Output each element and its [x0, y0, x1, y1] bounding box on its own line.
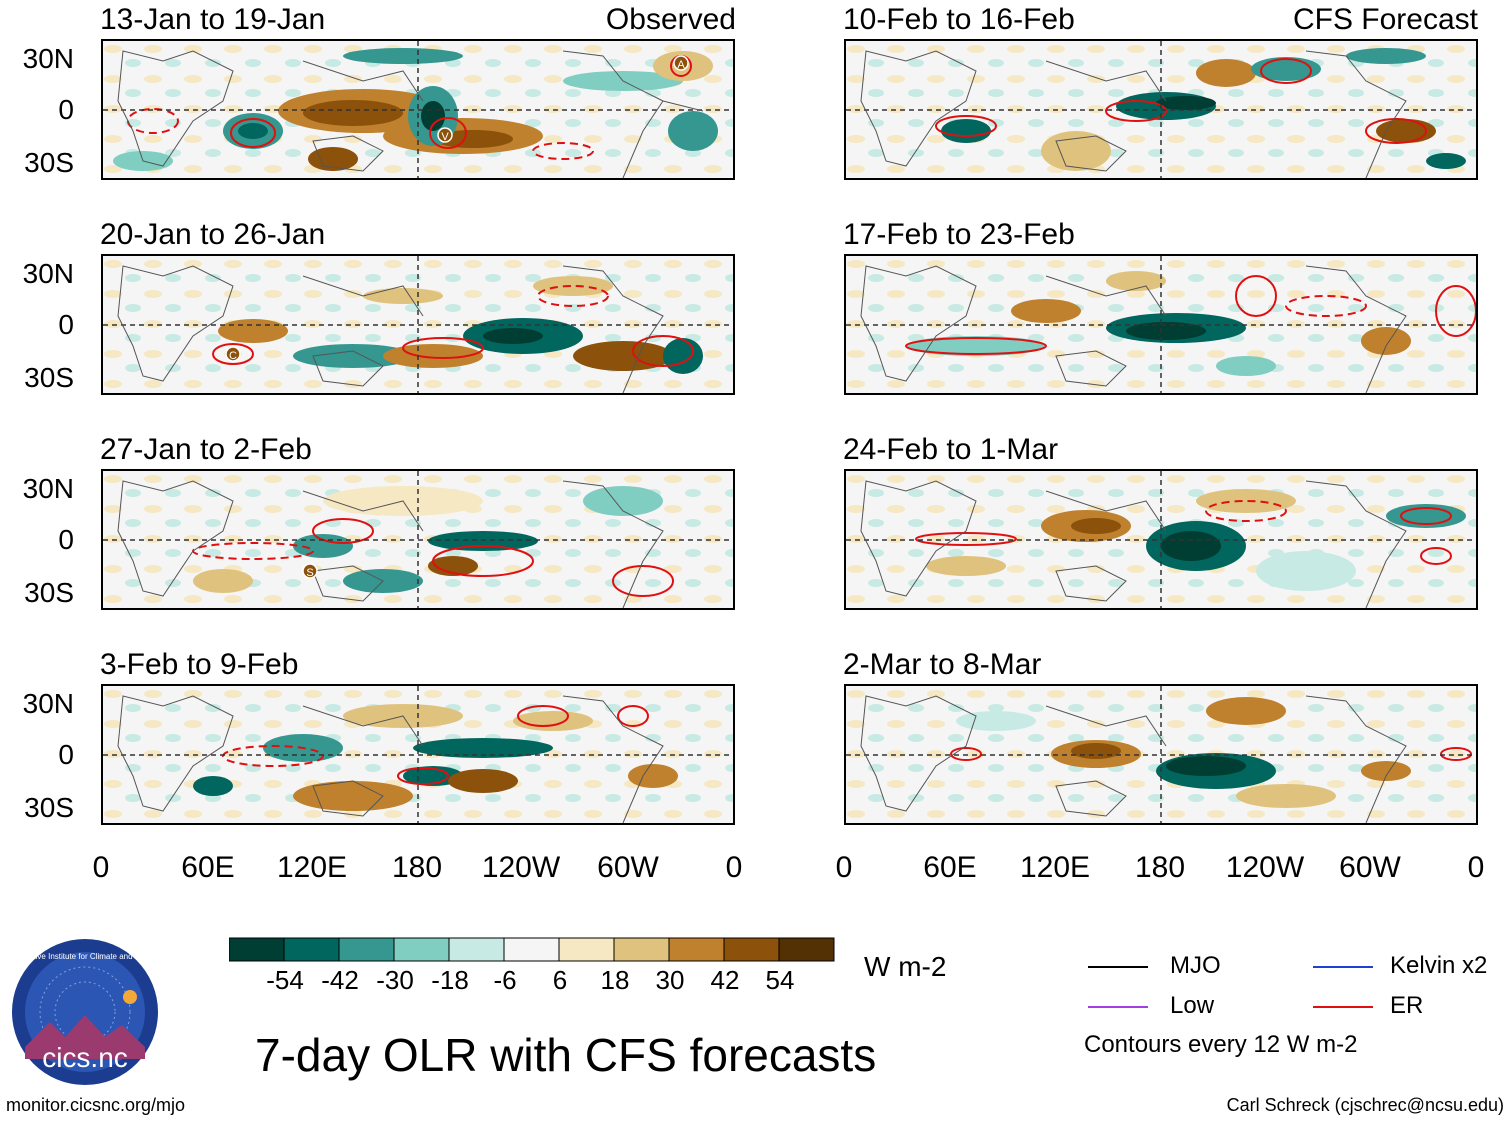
- legend-label-er: ER: [1390, 992, 1424, 1019]
- lon-tick-label: 120W: [1225, 851, 1305, 884]
- svg-text:C: C: [229, 350, 237, 362]
- olr-map-panel: C: [101, 254, 735, 395]
- olr-map-panel: [844, 254, 1478, 395]
- colorbar-tick-label: -54: [266, 965, 304, 995]
- colorbar-swatch: [558, 937, 615, 962]
- olr-map-panel: A V: [101, 39, 735, 180]
- colorbar-swatch: [613, 937, 670, 962]
- lon-tick-label: 60W: [597, 851, 659, 884]
- olr-map-panel: S: [101, 469, 735, 610]
- colorbar-tick-label: 18: [600, 965, 630, 995]
- colorbar-tick-label: 6: [552, 965, 568, 995]
- observed-label: Observed: [605, 3, 736, 36]
- panel-title: 20-Jan to 26-Jan: [100, 218, 326, 251]
- panel-title: 17-Feb to 23-Feb: [843, 218, 1075, 251]
- lon-tick-label: 0: [1467, 851, 1485, 884]
- lat-tick-label: 0: [58, 94, 74, 125]
- lon-tick-label: 60E: [181, 851, 235, 884]
- lat-tick-label: 30S: [24, 362, 74, 393]
- legend-line-low: [1088, 1006, 1148, 1008]
- panel-title: 27-Jan to 2-Feb: [100, 433, 312, 466]
- svg-text:Cooperative Institute for Clim: Cooperative Institute for Climate and Sa…: [10, 952, 160, 961]
- lat-tick-label: 30N: [22, 688, 74, 719]
- contour-note: Contours every 12 W m-2: [1084, 1031, 1358, 1058]
- lat-tick-label: 0: [58, 524, 74, 555]
- legend-line-er: [1313, 1006, 1373, 1008]
- colorbar-swatch: [503, 937, 560, 962]
- figure-title: 7-day OLR with CFS forecasts: [255, 1029, 877, 1081]
- colorbar-tick-label: -18: [431, 965, 469, 995]
- svg-text:cics.nc: cics.nc: [42, 1042, 128, 1073]
- lon-tick-label: 0: [725, 851, 743, 884]
- lon-tick-label: 120E: [1019, 851, 1091, 884]
- colorbar-swatch: [393, 937, 450, 962]
- colorbar-swatches: [229, 937, 835, 962]
- colorbar-tick-label: 42: [710, 965, 740, 995]
- legend-label-kelvin: Kelvin x2: [1390, 952, 1488, 979]
- colorbar-swatch: [229, 937, 285, 962]
- lat-tick-label: 30N: [22, 43, 74, 74]
- lon-tick-label: 180: [391, 851, 443, 884]
- forecast-label: CFS Forecast: [1292, 3, 1478, 36]
- legend-line-kelvin: [1313, 966, 1373, 968]
- colorbar-swatch: [723, 937, 780, 962]
- footer-url: monitor.cicsnc.org/mjo: [6, 1095, 186, 1115]
- disturbance-marker-v: V: [437, 127, 453, 143]
- lat-tick-label: 30S: [24, 147, 74, 178]
- olr-map-panel: [844, 469, 1478, 610]
- lat-tick-label: 0: [58, 739, 74, 770]
- colorbar-tick-label: -42: [321, 965, 359, 995]
- lat-tick-label: 30S: [24, 792, 74, 823]
- lon-tick-label: 120E: [276, 851, 348, 884]
- colorbar-swatch: [283, 937, 340, 962]
- olr-map-panel: [844, 39, 1478, 180]
- olr-map-panel: [101, 684, 735, 825]
- legend-label-low: Low: [1170, 992, 1215, 1019]
- panel-title: 2-Mar to 8-Mar: [843, 648, 1042, 681]
- disturbance-marker-c: C: [225, 346, 241, 362]
- lat-tick-label: 30N: [22, 258, 74, 289]
- lon-tick-label: 0: [835, 851, 853, 884]
- colorbar-tick-label: 30: [655, 965, 685, 995]
- cics-logo: cics.nc Cooperative Institute for Climat…: [3, 937, 167, 1087]
- svg-text:A: A: [677, 59, 685, 71]
- panel-title: 3-Feb to 9-Feb: [100, 648, 299, 681]
- legend-label-mjo: MJO: [1170, 952, 1221, 979]
- lon-tick-label: 0: [92, 851, 110, 884]
- lat-tick-label: 30N: [22, 473, 74, 504]
- legend-line-mjo: [1088, 966, 1148, 968]
- lon-tick-label: 60E: [923, 851, 977, 884]
- colorbar-tick-label: -6: [493, 965, 517, 995]
- olr-map-panel: [844, 684, 1478, 825]
- colorbar-swatch: [668, 937, 725, 962]
- disturbance-marker-a: A: [673, 55, 689, 71]
- colorbar-tick-label: 54: [765, 965, 795, 995]
- colorbar-swatch: [338, 937, 395, 962]
- lat-tick-label: 30S: [24, 577, 74, 608]
- lon-tick-label: 60W: [1339, 851, 1401, 884]
- lat-tick-label: 0: [58, 309, 74, 340]
- footer-credit: Carl Schreck (cjschrec@ncsu.edu): [1226, 1095, 1504, 1115]
- panel-title: 24-Feb to 1-Mar: [843, 433, 1059, 466]
- lon-tick-label: 120W: [481, 851, 561, 884]
- panel-title: 10-Feb to 16-Feb: [843, 3, 1075, 36]
- disturbance-marker-s: S: [302, 563, 318, 579]
- colorbar-swatch: [778, 937, 835, 962]
- panel-title: 13-Jan to 19-Jan: [100, 3, 326, 36]
- colorbar-tick-label: -30: [376, 965, 414, 995]
- svg-text:V: V: [441, 131, 449, 143]
- colorbar-units: W m-2: [864, 951, 947, 982]
- colorbar-swatch: [448, 937, 505, 962]
- svg-text:S: S: [306, 567, 313, 579]
- lon-tick-label: 180: [1134, 851, 1186, 884]
